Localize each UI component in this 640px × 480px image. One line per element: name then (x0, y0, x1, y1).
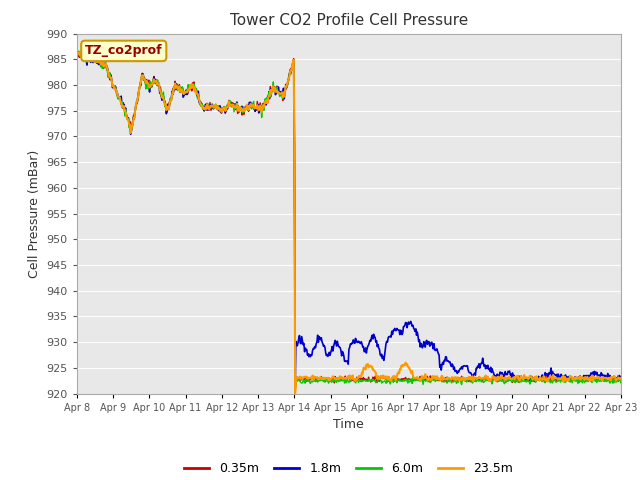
Y-axis label: Cell Pressure (mBar): Cell Pressure (mBar) (28, 149, 41, 278)
Legend: 0.35m, 1.8m, 6.0m, 23.5m: 0.35m, 1.8m, 6.0m, 23.5m (179, 457, 518, 480)
X-axis label: Time: Time (333, 418, 364, 431)
Text: TZ_co2prof: TZ_co2prof (85, 44, 163, 58)
Title: Tower CO2 Profile Cell Pressure: Tower CO2 Profile Cell Pressure (230, 13, 468, 28)
